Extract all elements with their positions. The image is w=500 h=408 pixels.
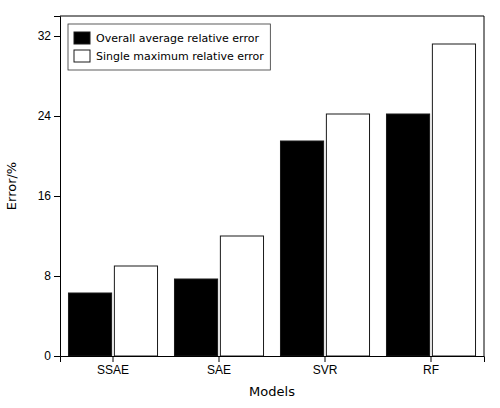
x-tick-label: SAE xyxy=(207,363,231,377)
x-tick-mark xyxy=(113,356,114,362)
bar-series xyxy=(68,114,429,356)
x-tick-label: RF xyxy=(423,363,439,377)
bar xyxy=(68,293,111,356)
y-tick-label: 8 xyxy=(44,269,51,283)
y-tick-mark xyxy=(54,116,60,117)
bar xyxy=(280,141,323,356)
x-tick: SVR xyxy=(313,356,338,377)
y-tick-label: 32 xyxy=(38,29,52,43)
x-tick-mark xyxy=(219,356,220,362)
bar xyxy=(220,236,263,356)
frame-top xyxy=(60,16,484,17)
y-tick-mark xyxy=(54,196,60,197)
frame-right xyxy=(484,16,485,356)
y-tick-label: 24 xyxy=(38,109,52,123)
x-axis: SSAE SAE SVR RF xyxy=(61,356,485,377)
y-tick: 0 xyxy=(44,349,60,363)
x-tick: SAE xyxy=(207,356,231,377)
y-axis-line xyxy=(54,17,61,357)
y-tick: 8 xyxy=(44,269,60,283)
plot: 0 8 16 24 32 SSAE SAE SVR RF Overall average rela… xyxy=(38,16,485,377)
legend-label: Overall average relative error xyxy=(96,32,259,45)
legend-item: Single maximum relative error xyxy=(74,50,264,63)
y-tick-mark xyxy=(54,356,60,357)
legend-item: Overall average relative error xyxy=(74,32,259,45)
bar xyxy=(174,279,217,356)
x-axis-title: Models xyxy=(249,384,295,399)
bars xyxy=(68,44,475,356)
x-tick-label: SSAE xyxy=(97,363,129,377)
x-tick-mark xyxy=(325,356,326,362)
y-axis: 0 8 16 24 32 xyxy=(38,17,61,364)
x-tick: SSAE xyxy=(97,356,129,377)
y-axis-title: Error/% xyxy=(4,162,19,210)
x-axis-line xyxy=(61,357,485,363)
x-tick-mark xyxy=(431,356,432,362)
x-tick-label: SVR xyxy=(313,363,338,377)
x-tick: RF xyxy=(423,356,439,377)
legend-box xyxy=(68,24,270,70)
bar xyxy=(114,266,157,356)
y-tick-mark xyxy=(54,276,60,277)
y-tick-label: 16 xyxy=(38,189,52,203)
legend-swatch xyxy=(74,32,90,44)
y-tick-mark xyxy=(54,36,60,37)
y-tick: 24 xyxy=(38,109,60,123)
legend-swatch xyxy=(74,50,90,62)
y-tick: 32 xyxy=(38,29,60,43)
bar xyxy=(326,114,369,356)
bar xyxy=(386,114,429,356)
bar xyxy=(432,44,475,356)
chart: 0 8 16 24 32 SSAE SAE SVR RF Overall average rela… xyxy=(0,0,500,408)
legend-label: Single maximum relative error xyxy=(96,50,264,63)
y-tick-label: 0 xyxy=(44,349,51,363)
y-tick: 16 xyxy=(38,189,60,203)
bar-series xyxy=(114,44,475,356)
legend: Overall average relative error Single max… xyxy=(68,24,270,70)
